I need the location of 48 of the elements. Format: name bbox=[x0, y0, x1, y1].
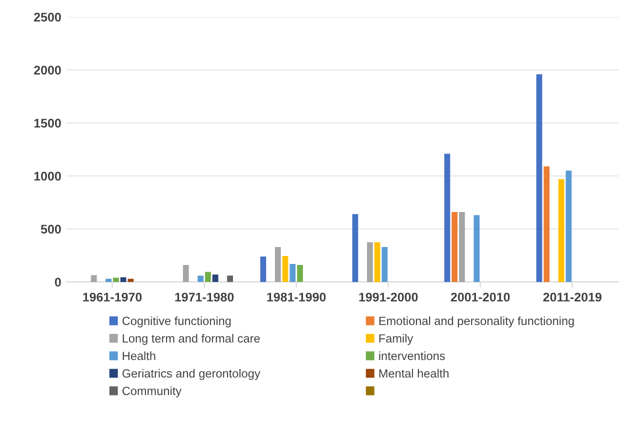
y-tick-label: 1000 bbox=[34, 172, 61, 181]
x-tick-label: 1971-1980 bbox=[175, 292, 234, 302]
x-tick-label: 1961-1970 bbox=[83, 292, 142, 302]
bar bbox=[444, 154, 450, 282]
legend-label: interventions bbox=[379, 351, 445, 360]
bar bbox=[352, 214, 358, 282]
y-tick-label: 1500 bbox=[34, 118, 61, 128]
legend-label: Community bbox=[122, 386, 182, 398]
bar bbox=[274, 246, 281, 282]
bar bbox=[282, 256, 288, 282]
bar bbox=[212, 274, 218, 282]
bar bbox=[120, 277, 126, 282]
bar bbox=[260, 256, 266, 282]
x-tick-label: 1991-2000 bbox=[359, 292, 418, 302]
legend-label: Long term and formal care bbox=[122, 334, 260, 345]
x-tick-label: 2011-2019 bbox=[543, 292, 602, 302]
bar bbox=[290, 264, 296, 282]
bar bbox=[205, 272, 211, 282]
bar bbox=[558, 179, 564, 282]
bar bbox=[536, 74, 542, 282]
bar bbox=[297, 265, 303, 282]
bar bbox=[566, 170, 572, 282]
bar bbox=[544, 166, 550, 282]
y-tick-label: 500 bbox=[40, 224, 61, 234]
bar bbox=[227, 276, 233, 282]
legend-label: Geriatrics and gerontology bbox=[122, 368, 260, 380]
bar bbox=[182, 265, 189, 282]
bar bbox=[374, 242, 380, 282]
bar bbox=[128, 278, 134, 282]
legend-label: Cognitive functioning bbox=[122, 316, 231, 328]
x-tick-label: 1981-1990 bbox=[267, 292, 326, 302]
y-tick-label: 0 bbox=[54, 278, 61, 287]
bar bbox=[366, 242, 373, 282]
bar bbox=[452, 212, 458, 282]
bar bbox=[474, 215, 480, 282]
legend-label: Family bbox=[379, 334, 414, 345]
legend-label: Health bbox=[122, 351, 156, 360]
bar bbox=[90, 275, 97, 282]
legend-label: Mental health bbox=[379, 368, 448, 378]
x-tick-label: 2001-2010 bbox=[450, 292, 510, 302]
bar bbox=[382, 246, 388, 282]
y-tick-label: 2000 bbox=[34, 66, 61, 75]
legend-label: Emotional and personality functioning bbox=[379, 316, 574, 328]
bar bbox=[106, 278, 112, 282]
y-tick-label: 2500 bbox=[34, 12, 61, 22]
bar bbox=[459, 212, 465, 282]
bar bbox=[113, 278, 119, 282]
bar bbox=[198, 276, 204, 282]
